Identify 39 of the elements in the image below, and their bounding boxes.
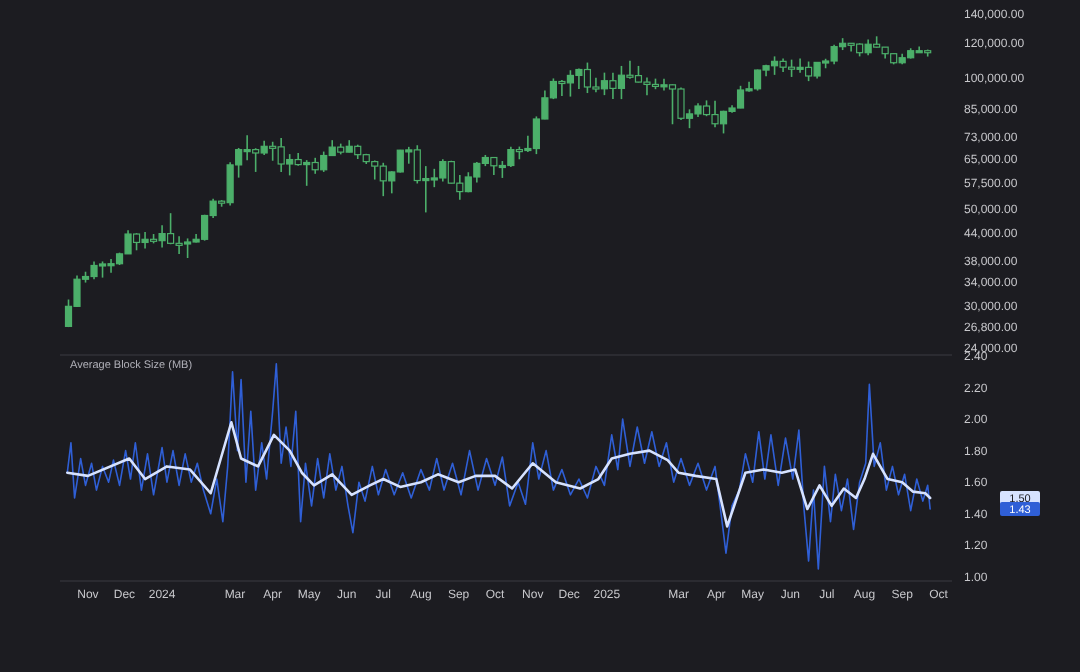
candlestick bbox=[796, 57, 804, 74]
candlestick bbox=[575, 67, 583, 90]
candlestick bbox=[158, 224, 166, 249]
candlestick bbox=[830, 43, 838, 65]
candlestick bbox=[277, 137, 285, 173]
candlestick bbox=[141, 231, 149, 250]
candlestick bbox=[473, 161, 481, 184]
candlestick bbox=[558, 79, 566, 97]
candlestick bbox=[677, 86, 685, 121]
candlestick bbox=[566, 69, 575, 98]
candlestick bbox=[243, 134, 251, 161]
candlestick bbox=[583, 61, 592, 94]
candlestick bbox=[711, 100, 719, 128]
candlestick bbox=[643, 76, 651, 96]
candlestick bbox=[847, 42, 855, 53]
candlestick bbox=[175, 235, 183, 255]
candlestick bbox=[507, 146, 515, 168]
candlestick bbox=[617, 65, 626, 100]
candlestick bbox=[660, 77, 668, 92]
candlestick bbox=[107, 258, 115, 274]
candlestick bbox=[609, 71, 617, 100]
candlestick bbox=[166, 212, 175, 246]
candlestick bbox=[736, 85, 745, 110]
line-series bbox=[66, 363, 931, 570]
candlestick bbox=[430, 168, 438, 188]
candlestick bbox=[286, 153, 294, 177]
candlestick bbox=[600, 71, 609, 96]
candlestick bbox=[303, 159, 311, 187]
candlestick bbox=[320, 150, 328, 173]
candlestick bbox=[915, 45, 923, 54]
candlestick bbox=[668, 83, 677, 126]
candlestick bbox=[269, 140, 277, 162]
candlestick bbox=[379, 162, 387, 197]
candlestick bbox=[770, 55, 779, 76]
candlestick bbox=[371, 159, 379, 181]
candlestick bbox=[439, 158, 447, 183]
candlestick bbox=[753, 68, 762, 92]
candlestick bbox=[413, 144, 421, 185]
line-series bbox=[65, 420, 932, 528]
